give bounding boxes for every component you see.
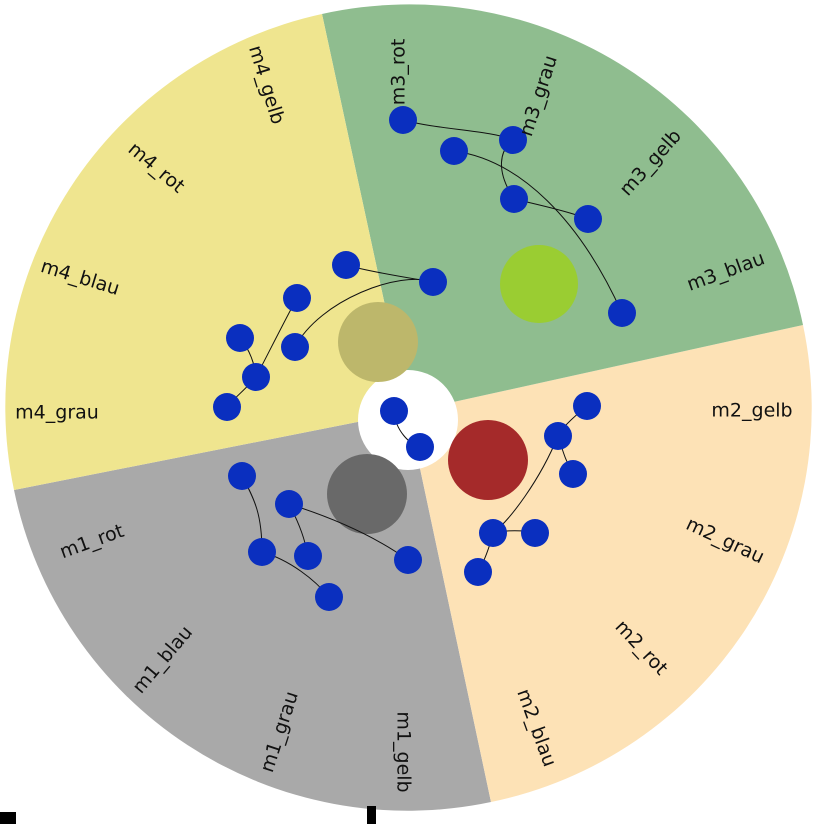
node: [574, 205, 602, 233]
node: [573, 392, 601, 420]
node: [464, 558, 492, 586]
node: [499, 126, 527, 154]
bottom-middle-edge-bar: [367, 806, 376, 824]
node: [332, 251, 360, 279]
label-m4-grau: m4_grau: [15, 402, 99, 424]
node: [294, 542, 322, 570]
link: [453, 150, 623, 314]
node-dots: [213, 106, 636, 611]
node: [479, 519, 507, 547]
node: [521, 519, 549, 547]
sector-m4: [5, 14, 409, 490]
node: [275, 490, 303, 518]
label-m2-gelb: m2_gelb: [711, 400, 792, 422]
node: [500, 185, 528, 213]
node: [242, 363, 270, 391]
sector-m3: [322, 4, 803, 412]
node: [406, 433, 434, 461]
label-m1-gelb: m1_gelb: [393, 711, 415, 792]
bottom-left-edge-bar: [0, 812, 16, 824]
node: [440, 137, 468, 165]
node: [419, 268, 447, 296]
hub-m3: [500, 245, 578, 323]
node: [544, 422, 572, 450]
node: [394, 546, 422, 574]
label-m3-rot: m3_rot: [388, 39, 410, 106]
node: [559, 460, 587, 488]
hub-m2: [448, 420, 528, 500]
node: [228, 462, 256, 490]
node: [213, 393, 241, 421]
node: [226, 324, 254, 352]
node: [315, 583, 343, 611]
node: [283, 284, 311, 312]
node: [281, 333, 309, 361]
node: [248, 538, 276, 566]
node: [380, 397, 408, 425]
node: [389, 106, 417, 134]
node: [608, 299, 636, 327]
hub-m4: [338, 302, 418, 382]
hub-m1: [327, 454, 407, 534]
